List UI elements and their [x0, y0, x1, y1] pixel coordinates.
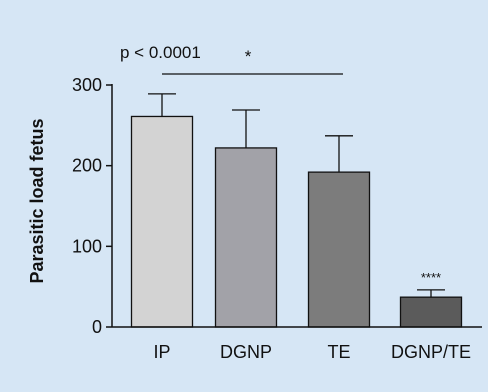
bar-te — [307, 171, 371, 328]
bar-ip — [130, 115, 194, 328]
y-axis-label: Parasitic load fetus — [27, 118, 47, 283]
bar-dgnp — [214, 147, 278, 328]
y-tick-label: 300 — [72, 75, 102, 95]
axes — [111, 84, 482, 328]
x-tick-label: IP — [153, 342, 170, 362]
comparison-p-value: p < 0.0001 — [120, 43, 201, 62]
x-tick-label: TE — [327, 342, 350, 362]
x-axis-tick-labels: IP DGNP TE DGNP/TE — [153, 342, 471, 362]
bar-significance-marker: **** — [421, 270, 441, 285]
bar-dgnp-te — [399, 296, 463, 328]
error-bars — [148, 93, 445, 298]
y-tick-label: 0 — [92, 317, 102, 337]
y-tick-label: 200 — [72, 156, 102, 176]
x-tick-label: DGNP — [220, 342, 272, 362]
bars — [130, 115, 463, 328]
annotations: p < 0.0001 * **** — [120, 43, 441, 285]
y-tick-label: 100 — [72, 236, 102, 256]
comparison-star: * — [245, 47, 252, 66]
x-tick-label: DGNP/TE — [391, 342, 471, 362]
y-axis-ticks: 0 100 200 300 — [72, 75, 112, 337]
